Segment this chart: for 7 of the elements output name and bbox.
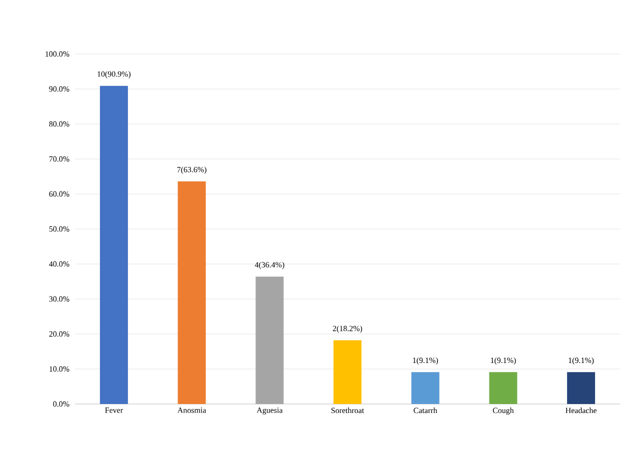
bar: [100, 86, 128, 404]
bar: [567, 372, 596, 404]
bar: [178, 181, 206, 404]
bar: [334, 340, 362, 404]
bar: [411, 372, 440, 404]
bar: [256, 276, 284, 404]
bar: [489, 372, 518, 404]
